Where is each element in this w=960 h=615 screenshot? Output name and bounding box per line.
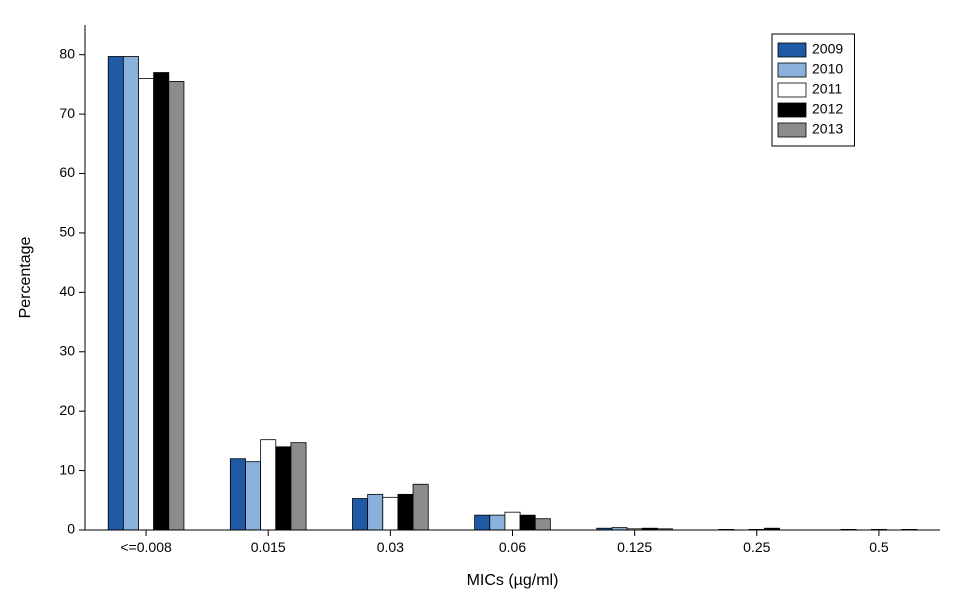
legend-swatch bbox=[778, 83, 806, 97]
bar bbox=[535, 519, 550, 530]
legend-label: 2011 bbox=[812, 81, 842, 97]
y-tick-label: 60 bbox=[59, 164, 75, 180]
x-tick-label: 0.06 bbox=[499, 539, 526, 555]
legend-label: 2013 bbox=[812, 121, 843, 137]
legend-label: 2010 bbox=[812, 61, 843, 77]
y-tick-label: 40 bbox=[59, 283, 75, 299]
bar bbox=[352, 499, 367, 530]
x-axis-title: MICs (µg/ml) bbox=[467, 572, 559, 589]
legend-swatch bbox=[778, 103, 806, 117]
bar bbox=[276, 447, 291, 530]
y-tick-label: 70 bbox=[59, 105, 75, 121]
bar bbox=[398, 494, 413, 530]
y-tick-label: 50 bbox=[59, 224, 75, 240]
bar bbox=[383, 497, 398, 530]
y-tick-label: 10 bbox=[59, 461, 75, 477]
mic-percentage-bar-chart: 0 10 20 30 40 50 60 70 80 <=0.008 0.015 0.03 0.06 0.1… bbox=[0, 0, 960, 615]
bar bbox=[490, 515, 505, 530]
bar bbox=[139, 78, 154, 530]
y-tick-label: 80 bbox=[59, 45, 75, 61]
bar bbox=[154, 73, 169, 530]
x-tick-label: 0.125 bbox=[617, 539, 652, 555]
x-tick-label: 0.25 bbox=[743, 539, 770, 555]
x-tick-label: 0.03 bbox=[377, 539, 404, 555]
legend: 2009 2010 2011 2012 2013 bbox=[772, 34, 854, 146]
bar bbox=[261, 440, 276, 530]
bar bbox=[108, 56, 123, 530]
bar bbox=[368, 494, 383, 530]
legend-label: 2012 bbox=[812, 101, 843, 117]
bar bbox=[291, 443, 306, 530]
x-tick-label: 0.5 bbox=[869, 539, 889, 555]
bar bbox=[123, 56, 138, 530]
x-tick-label: 0.015 bbox=[251, 539, 286, 555]
legend-label: 2009 bbox=[812, 41, 843, 57]
legend-swatch bbox=[778, 123, 806, 137]
bar bbox=[475, 515, 490, 530]
y-tick-label: 20 bbox=[59, 402, 75, 418]
bar bbox=[230, 459, 245, 530]
y-tick-label: 30 bbox=[59, 342, 75, 358]
bar bbox=[505, 512, 520, 530]
y-axis-title: Percentage bbox=[17, 236, 34, 318]
bar bbox=[520, 515, 535, 530]
bar bbox=[169, 81, 184, 530]
chart-container: 0 10 20 30 40 50 60 70 80 <=0.008 0.015 0.03 0.06 0.1… bbox=[0, 0, 960, 615]
legend-swatch bbox=[778, 63, 806, 77]
legend-swatch bbox=[778, 43, 806, 57]
bar bbox=[413, 484, 428, 530]
y-tick-label: 0 bbox=[67, 521, 75, 537]
x-tick-label: <=0.008 bbox=[120, 539, 172, 555]
bar bbox=[246, 462, 261, 530]
